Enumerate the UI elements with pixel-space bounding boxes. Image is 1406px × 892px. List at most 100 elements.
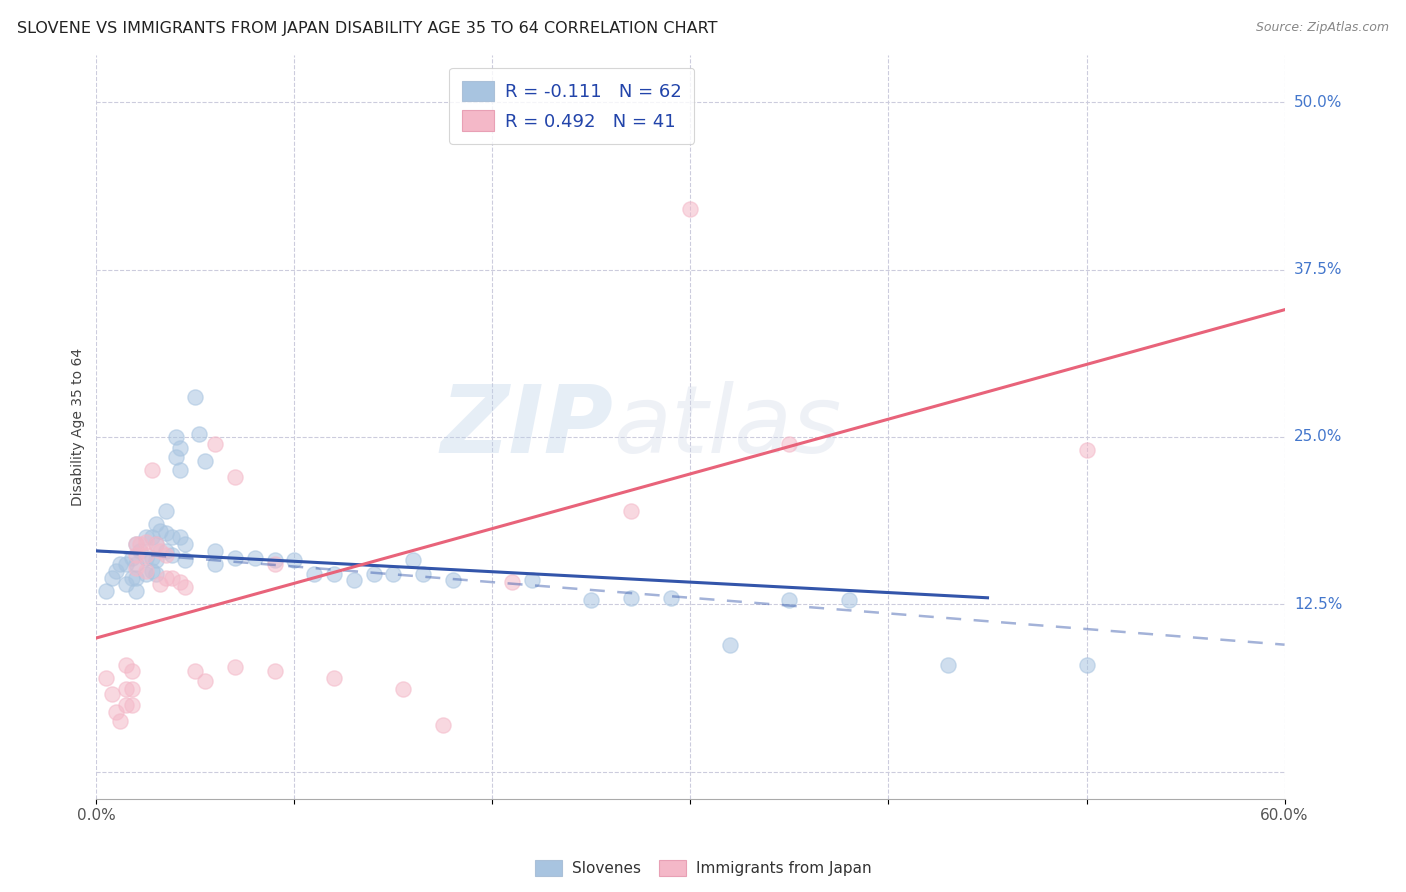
Point xyxy=(145,566,167,581)
Point xyxy=(135,534,157,549)
Point xyxy=(115,558,138,572)
Point xyxy=(121,550,143,565)
Point xyxy=(184,665,207,679)
Point xyxy=(169,441,191,455)
Point xyxy=(105,564,128,578)
Text: 12.5%: 12.5% xyxy=(1294,597,1343,612)
Point xyxy=(108,558,131,572)
Text: atlas: atlas xyxy=(613,382,841,473)
Point xyxy=(204,544,226,558)
Point xyxy=(165,450,187,464)
Point xyxy=(125,584,148,599)
Point xyxy=(263,558,285,572)
Point xyxy=(204,558,226,572)
Point xyxy=(155,548,177,562)
Point xyxy=(718,638,741,652)
Point xyxy=(155,571,177,585)
Point xyxy=(145,537,167,551)
Point xyxy=(160,571,183,585)
Point xyxy=(204,436,226,450)
Point xyxy=(169,463,191,477)
Point xyxy=(125,558,148,572)
Point xyxy=(129,537,152,551)
Point xyxy=(441,574,464,588)
Point xyxy=(155,526,177,541)
Point xyxy=(101,571,124,585)
Point xyxy=(174,537,197,551)
Point xyxy=(125,537,148,551)
Point xyxy=(135,548,157,562)
Point xyxy=(149,524,172,538)
Y-axis label: Disability Age 35 to 64: Disability Age 35 to 64 xyxy=(72,348,86,506)
Point xyxy=(101,687,124,701)
Legend: Slovenes, Immigrants from Japan: Slovenes, Immigrants from Japan xyxy=(529,854,877,882)
Point xyxy=(174,580,197,594)
Point xyxy=(96,584,118,599)
Point xyxy=(160,548,183,562)
Point xyxy=(402,553,425,567)
Point xyxy=(224,660,246,674)
Point xyxy=(184,390,207,404)
Point xyxy=(363,566,385,581)
Text: 25.0%: 25.0% xyxy=(1294,429,1343,444)
Point xyxy=(224,470,246,484)
Point xyxy=(155,504,177,518)
Point xyxy=(243,550,266,565)
Point xyxy=(165,430,187,444)
Point xyxy=(129,544,152,558)
Point xyxy=(382,566,405,581)
Point xyxy=(501,574,523,589)
Text: 37.5%: 37.5% xyxy=(1294,262,1343,277)
Point xyxy=(620,591,643,605)
Point xyxy=(125,561,148,575)
Legend: R = -0.111   N = 62, R = 0.492   N = 41: R = -0.111 N = 62, R = 0.492 N = 41 xyxy=(449,68,695,144)
Point xyxy=(121,665,143,679)
Point xyxy=(121,698,143,712)
Point xyxy=(145,553,167,567)
Point xyxy=(283,553,305,567)
Point xyxy=(392,681,415,696)
Point xyxy=(141,531,163,545)
Point xyxy=(141,463,163,477)
Point xyxy=(135,550,157,565)
Point xyxy=(149,544,172,558)
Point xyxy=(779,436,801,450)
Point xyxy=(115,657,138,672)
Point xyxy=(323,566,346,581)
Point xyxy=(779,593,801,607)
Point xyxy=(323,671,346,685)
Point xyxy=(149,577,172,591)
Point xyxy=(936,657,959,672)
Text: ZIP: ZIP xyxy=(440,381,613,473)
Point xyxy=(115,577,138,591)
Point xyxy=(125,571,148,585)
Point xyxy=(108,714,131,728)
Text: 50.0%: 50.0% xyxy=(1294,95,1343,110)
Point xyxy=(169,531,191,545)
Point xyxy=(224,550,246,565)
Text: Source: ZipAtlas.com: Source: ZipAtlas.com xyxy=(1256,21,1389,35)
Point xyxy=(412,566,434,581)
Point xyxy=(121,571,143,585)
Point xyxy=(620,504,643,518)
Point xyxy=(141,550,163,565)
Point xyxy=(160,531,183,545)
Point xyxy=(194,673,217,688)
Point xyxy=(115,681,138,696)
Point xyxy=(121,681,143,696)
Point xyxy=(679,202,702,217)
Point xyxy=(581,593,603,607)
Point xyxy=(135,566,157,581)
Point xyxy=(194,454,217,468)
Point xyxy=(263,553,285,567)
Point xyxy=(115,698,138,712)
Point xyxy=(169,574,191,589)
Point xyxy=(145,517,167,532)
Point xyxy=(659,591,682,605)
Point xyxy=(125,548,148,562)
Point xyxy=(141,564,163,578)
Point xyxy=(1076,657,1098,672)
Point xyxy=(838,593,860,607)
Point xyxy=(432,718,454,732)
Point xyxy=(174,553,197,567)
